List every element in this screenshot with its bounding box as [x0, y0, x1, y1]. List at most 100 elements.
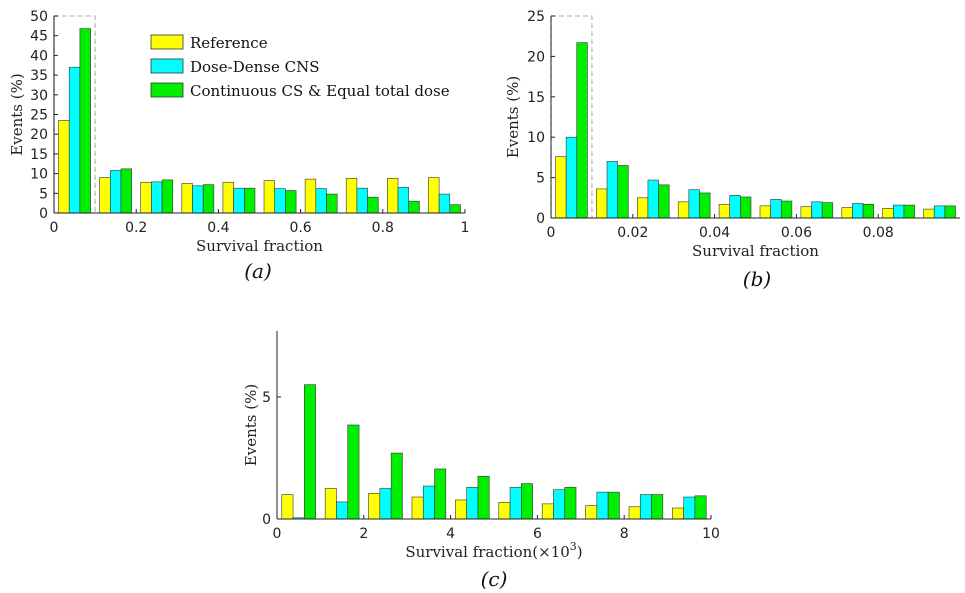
- legend: Reference Dose-Dense CNS Continuous CS & E…: [150, 34, 450, 100]
- bar-series-2-bin-1: [565, 136, 578, 219]
- bar-series-2-bin-10: [933, 205, 946, 219]
- legend-label-3: Continuous CS & Equal total dose: [190, 82, 450, 100]
- x-tick-label: 0: [273, 526, 282, 542]
- bar-series-3-bin-7: [326, 193, 338, 214]
- bar-series-3-bin-7: [564, 486, 577, 520]
- bar-series-2-bin-8: [852, 203, 864, 219]
- x-tick-label: 4: [446, 526, 455, 542]
- y-tick-label: 35: [30, 68, 48, 84]
- bar-series-3-bin-10: [694, 495, 707, 520]
- y-tick-label: 5: [39, 186, 48, 202]
- bar-series-3-bin-3: [390, 452, 403, 520]
- bar-series-2-bin-9: [893, 204, 905, 219]
- bar-series-3-bin-2: [120, 168, 132, 214]
- bar-series-2-bin-7: [811, 201, 823, 219]
- bar-series-2-bin-2: [110, 170, 122, 214]
- y-tick-label: 45: [30, 29, 48, 45]
- bar-series-3-bin-8: [862, 203, 875, 219]
- bar-series-1-bin-7: [800, 206, 812, 219]
- x-tick-label: 0.6: [289, 220, 311, 236]
- bar-series-2-bin-6: [274, 188, 286, 214]
- bar-series-2-bin-1: [68, 66, 81, 214]
- y-tick-label: 0: [536, 211, 545, 227]
- bar-series-1-bin-6: [498, 502, 511, 520]
- y-tick-label: 25: [30, 108, 48, 124]
- legend-label-2: Dose-Dense CNS: [190, 58, 320, 76]
- x-axis-label: Survival fraction: [196, 237, 323, 255]
- bar-series-3-bin-5: [740, 196, 752, 219]
- bar-series-3-bin-8: [367, 196, 379, 214]
- bar-series-2-bin-4: [422, 485, 435, 520]
- bar-series-3-bin-5: [243, 187, 256, 214]
- bar-series-3-bin-9: [903, 204, 915, 219]
- x-tick-label: 2: [359, 526, 368, 542]
- bar-series-1-bin-3: [368, 493, 381, 520]
- bar-series-1-bin-2: [324, 488, 337, 520]
- bar-series-1-bin-7: [541, 503, 554, 520]
- bar-series-3-bin-6: [521, 483, 533, 520]
- bar-series-3-bin-3: [161, 179, 174, 214]
- bar-series-3-bin-2: [617, 165, 629, 219]
- bar-series-3-bin-6: [780, 200, 793, 219]
- y-tick-label: 15: [30, 147, 48, 163]
- x-axis-label: Survival fraction(×103): [405, 540, 582, 561]
- bar-series-3-bin-6: [285, 190, 297, 214]
- bar-series-1-bin-7: [304, 178, 317, 214]
- y-tick-label: 5: [262, 390, 271, 406]
- bar-series-3-bin-1: [79, 28, 91, 214]
- bar-series-2-bin-9: [639, 494, 652, 520]
- bar-series-3-bin-5: [477, 475, 490, 520]
- bar-series-1-bin-10: [923, 208, 935, 219]
- y-tick-label: 0: [39, 206, 48, 222]
- bar-series-1-bin-10: [428, 177, 440, 214]
- bar-series-1-bin-4: [677, 201, 690, 219]
- x-axis-label-tail: ): [577, 543, 583, 561]
- bar-series-3-bin-8: [607, 491, 620, 520]
- bar-series-1-bin-8: [841, 207, 853, 219]
- bar-series-2-bin-4: [688, 189, 700, 219]
- bar-series-2-bin-2: [336, 501, 349, 520]
- y-tick-label: 20: [527, 49, 545, 65]
- chart-panel-2: 0 0.02 0.04 0.06 0.08 0 5 10 15 20 25 Survival frac…: [504, 9, 960, 291]
- legend-swatch-2: [150, 58, 184, 74]
- bar-series-3-bin-4: [202, 184, 215, 214]
- bar-series-2-bin-3: [379, 488, 392, 520]
- x-tick-label: 0.2: [125, 220, 147, 236]
- y-tick-label: 40: [30, 48, 48, 64]
- x-tick-label: 0.06: [781, 225, 812, 241]
- bar-series-2-bin-5: [729, 195, 741, 219]
- bar-series-2-bin-3: [151, 181, 163, 214]
- y-tick-label: 30: [30, 88, 48, 104]
- x-tick-label: 1: [461, 220, 470, 236]
- y-tick-label: 5: [536, 171, 545, 187]
- x-tick-label: 0.08: [863, 225, 894, 241]
- bar-series-1-bin-9: [882, 208, 894, 219]
- bar-series-2-bin-5: [466, 486, 479, 520]
- bar-series-3-bin-9: [651, 494, 664, 520]
- panel-label: (b): [743, 267, 771, 291]
- bar-series-2-bin-10: [683, 496, 696, 520]
- bar-series-1-bin-4: [411, 496, 424, 520]
- bar-series-1-bin-2: [99, 177, 111, 214]
- y-tick-label: 20: [30, 127, 48, 143]
- bar-series-2-bin-8: [596, 491, 609, 520]
- bar-series-3-bin-1: [576, 42, 588, 219]
- bar-series-2-bin-4: [192, 185, 204, 214]
- bar-series-3-bin-2: [347, 424, 360, 520]
- bar-series-1-bin-2: [596, 188, 608, 219]
- x-tick-label: 6: [533, 526, 542, 542]
- y-axis-label: Events (%): [504, 76, 522, 158]
- panel-label: (a): [244, 259, 272, 283]
- x-tick-label: 0.04: [699, 225, 730, 241]
- x-tick-label: 0: [50, 220, 59, 236]
- bar-series-1-bin-1: [555, 156, 567, 219]
- bar-series-1-bin-8: [585, 505, 598, 520]
- bar-series-1-bin-9: [628, 506, 641, 520]
- bar-series-2-bin-5: [233, 187, 245, 214]
- bar-series-2-bin-3: [647, 179, 659, 219]
- bar-series-3-bin-7: [821, 202, 834, 219]
- bar-series-1-bin-3: [140, 181, 152, 214]
- bar-series-2-bin-8: [356, 187, 368, 214]
- bar-series-3-bin-4: [434, 468, 447, 520]
